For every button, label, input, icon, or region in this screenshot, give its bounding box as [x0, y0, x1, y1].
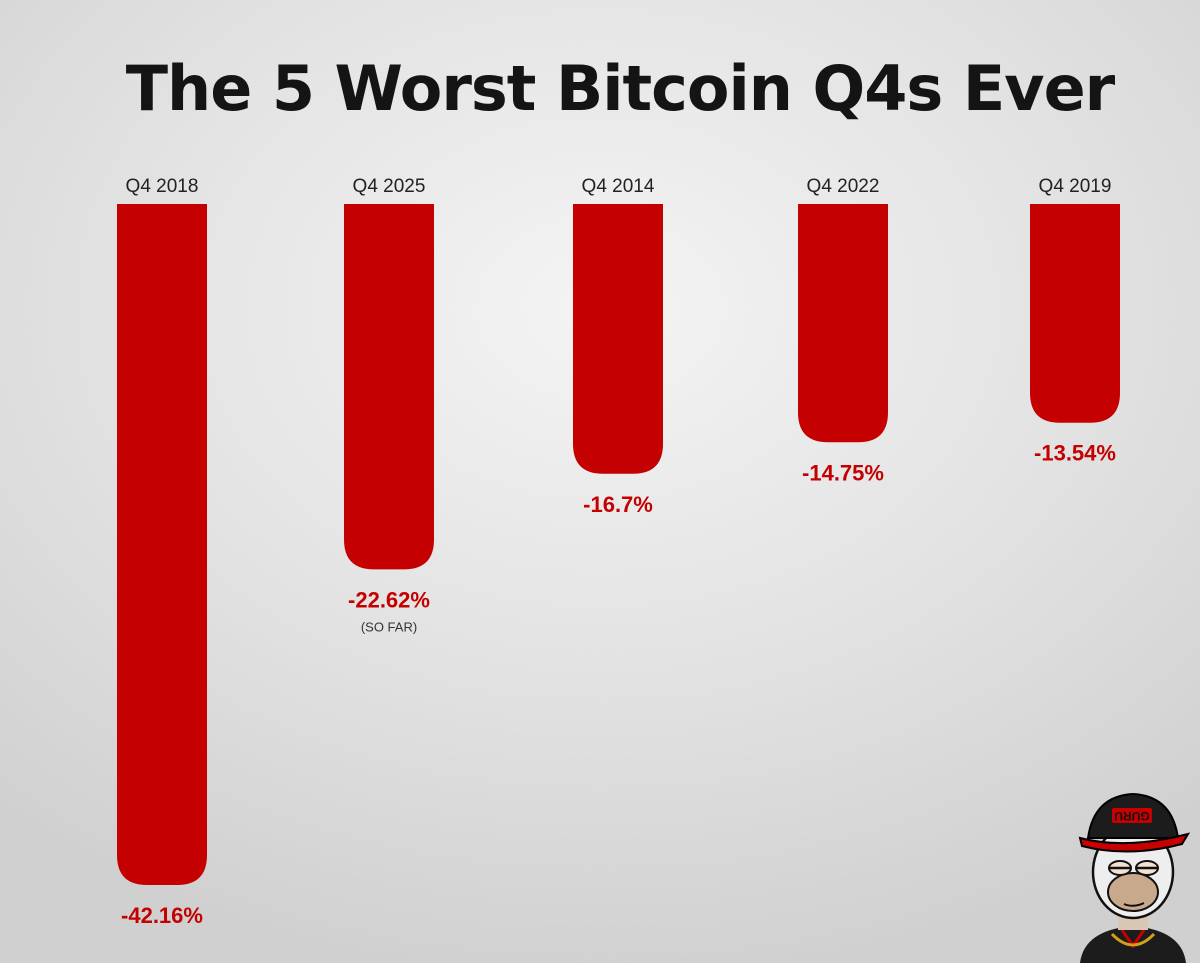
value-label: -22.62%	[348, 587, 430, 612]
bar	[798, 204, 888, 443]
bar	[117, 204, 207, 885]
bar	[1030, 204, 1120, 423]
value-note: (SO FAR)	[361, 619, 417, 634]
value-label: -16.7%	[583, 492, 653, 517]
category-label: Q4 2018	[126, 176, 199, 197]
category-label: Q4 2025	[353, 176, 426, 197]
value-label: -42.16%	[121, 903, 203, 928]
chart-title: The 5 Worst Bitcoin Q4s Ever	[125, 52, 1115, 125]
avatar-cap-text: GURU	[1114, 809, 1149, 823]
bar	[344, 204, 434, 570]
category-label: Q4 2014	[582, 176, 655, 197]
value-label: -13.54%	[1034, 441, 1116, 466]
ape-avatar-icon: GURU	[1078, 792, 1191, 963]
value-label: -14.75%	[802, 460, 884, 485]
bar	[573, 204, 663, 474]
category-label: Q4 2019	[1039, 176, 1112, 197]
category-label: Q4 2022	[807, 176, 880, 197]
